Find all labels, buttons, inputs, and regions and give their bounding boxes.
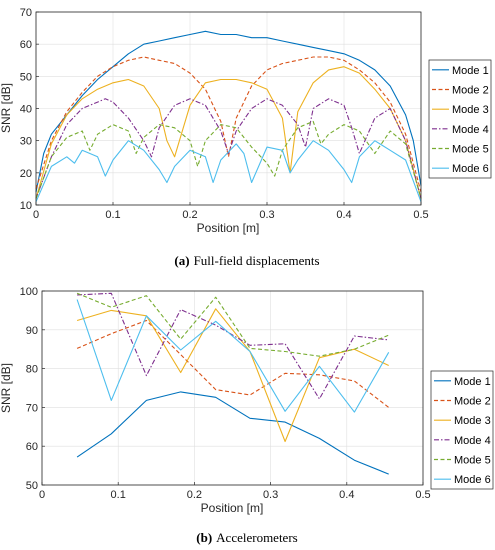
y-tick-label: 70 [20,7,32,19]
x-axis-label-a: Position [m] [197,221,260,235]
x-tick-label: 0.5 [413,209,428,221]
series-line-mode-3 [76,308,389,443]
caption-b: (b) Accelerometers [196,530,297,545]
x-tick-label: 0.1 [105,209,120,221]
legend-box [428,59,492,179]
x-tick-label: 0 [39,489,45,501]
legend-label-mode-3: Mode 3 [454,415,491,427]
y-tick-label: 50 [20,71,32,83]
x-axis-label-b: Position [m] [201,501,264,515]
legend-a: Mode 1 Mode 2 Mode 3 Mode 4 Mode 5 Mode 6 [428,59,492,179]
caption-label-a: (a) [174,253,189,268]
x-tick-label: 0.3 [263,489,278,501]
x-tick-label: 0 [33,209,39,221]
chart-panel-a: 0 0.1 0.2 0.3 0.4 0.5 10 20 30 40 50 60 70 Position … [0,7,492,268]
ticks-b: 0 0.1 0.2 0.3 0.4 0.5 50 60 70 80 90 100 [20,286,431,501]
y-tick-label: 80 [26,364,38,376]
series-line-mode-2 [76,319,390,408]
y-axis-label-b: SNR [dB] [0,363,13,413]
legend-label-mode-6: Mode 6 [452,163,489,175]
caption-label-b: (b) [196,530,212,545]
y-tick-label: 100 [20,286,38,298]
y-axis-label-a: SNR [dB] [0,83,13,133]
x-tick-label: 0.1 [111,489,126,501]
series-line-mode-5 [35,120,422,199]
y-tick-label: 90 [26,325,38,337]
legend-box [430,370,494,490]
legend-label-mode-5: Mode 5 [454,455,491,467]
y-tick-label: 40 [20,104,32,116]
series-line-mode-6 [76,299,390,413]
legend-label-mode-6: Mode 6 [454,474,491,486]
x-tick-label: 0.4 [336,209,351,221]
x-tick-label: 0.3 [259,209,274,221]
ticks-a: 0 0.1 0.2 0.3 0.4 0.5 10 20 30 40 50 60 70 [20,7,429,221]
series-line-mode-3 [35,66,422,199]
x-tick-label: 0.2 [182,209,197,221]
series-lines-a [35,30,422,203]
series-line-mode-6 [35,140,422,203]
series-line-mode-5 [76,292,389,357]
series-line-mode-1 [76,391,389,475]
legend-label-mode-1: Mode 1 [454,376,491,388]
legend-label-mode-2: Mode 2 [452,85,489,97]
series-line-mode-4 [77,292,389,400]
legend-label-mode-4: Mode 4 [452,124,489,136]
series-lines-b [76,292,390,475]
caption-text-a: Full-field displacements [194,253,320,268]
caption-text-b: Accelerometers [216,530,298,545]
y-tick-label: 50 [26,480,38,492]
legend-label-mode-4: Mode 4 [454,435,491,447]
y-tick-label: 30 [20,136,32,148]
legend-label-mode-1: Mode 1 [452,65,489,77]
x-tick-label: 0.5 [415,489,430,501]
y-tick-label: 70 [26,402,38,414]
legend-label-mode-2: Mode 2 [454,396,491,408]
y-tick-label: 10 [20,200,32,212]
plot-area-b [42,291,423,485]
legend-b: Mode 1 Mode 2 Mode 3 Mode 4 Mode 5 Mode 6 [430,370,494,490]
y-tick-label: 60 [26,441,38,453]
y-tick-label: 20 [20,168,32,180]
x-tick-label: 0.2 [187,489,202,501]
x-tick-label: 0.4 [339,489,354,501]
y-tick-label: 60 [20,39,32,51]
legend-label-mode-3: Mode 3 [452,104,489,116]
series-line-mode-4 [35,98,422,199]
chart-panel-b: 0 0.1 0.2 0.3 0.4 0.5 50 60 70 80 90 100 Position [… [0,286,494,545]
legend-label-mode-5: Mode 5 [452,144,489,156]
caption-a: (a) Full-field displacements [174,253,319,268]
series-line-mode-1 [35,30,422,193]
plot-frame-b [41,290,424,486]
series-line-mode-2 [35,56,422,193]
